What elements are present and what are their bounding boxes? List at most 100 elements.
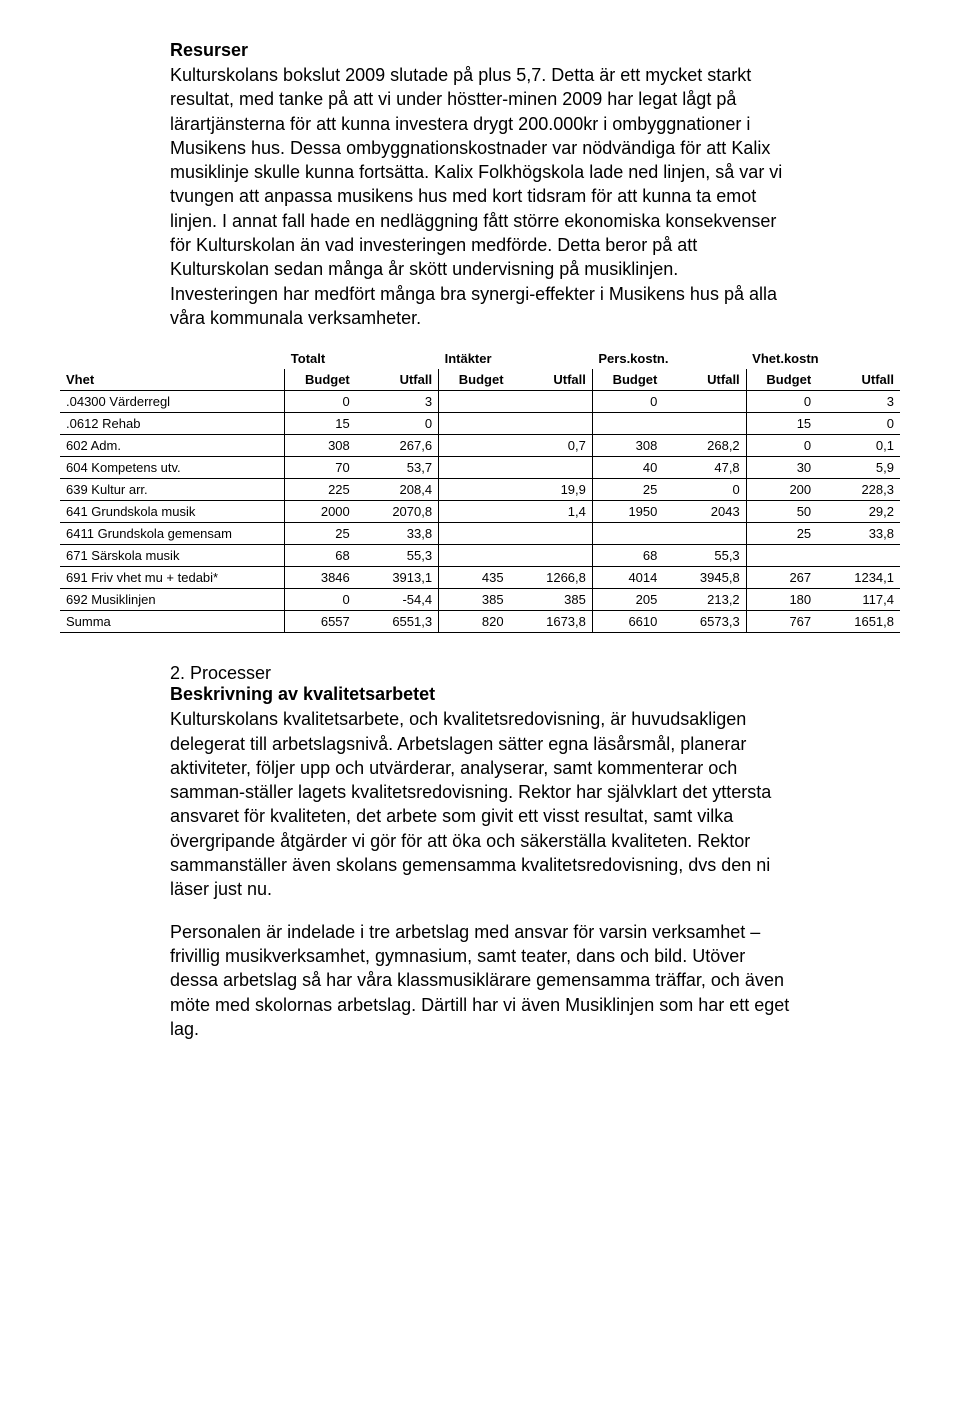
row-label: 692 Musiklinjen xyxy=(60,589,285,611)
cell: 2070,8 xyxy=(356,501,439,523)
cell: 25 xyxy=(285,523,356,545)
cell xyxy=(663,523,746,545)
cell: 0 xyxy=(746,435,817,457)
table-row: .0612 Rehab150150 xyxy=(60,413,900,435)
cell xyxy=(439,391,510,413)
cell: 70 xyxy=(285,457,356,479)
row-header-vhet: Vhet xyxy=(60,369,285,391)
cell: 308 xyxy=(285,435,356,457)
cell: 0 xyxy=(285,589,356,611)
row-label: 671 Särskola musik xyxy=(60,545,285,567)
cell: 15 xyxy=(746,413,817,435)
cell xyxy=(746,545,817,567)
cell: 117,4 xyxy=(817,589,900,611)
cell: 6573,3 xyxy=(663,611,746,633)
table-row: Summa65576551,38201673,866106573,3767165… xyxy=(60,611,900,633)
cell: 33,8 xyxy=(356,523,439,545)
row-label: 602 Adm. xyxy=(60,435,285,457)
cell: 3846 xyxy=(285,567,356,589)
cell: 267,6 xyxy=(356,435,439,457)
cell: 225 xyxy=(285,479,356,501)
processes-subtitle: Beskrivning av kvalitetsarbetet xyxy=(170,684,900,705)
group-header-perskostn: Pers.kostn. xyxy=(592,348,746,369)
cell: 5,9 xyxy=(817,457,900,479)
cell: 55,3 xyxy=(663,545,746,567)
cell: -54,4 xyxy=(356,589,439,611)
cell: 1651,8 xyxy=(817,611,900,633)
sub-header: Budget xyxy=(285,369,356,391)
cell xyxy=(663,391,746,413)
row-label: .0612 Rehab xyxy=(60,413,285,435)
budget-table: Totalt Intäkter Pers.kostn. Vhet.kostn V… xyxy=(60,348,900,633)
cell: 200 xyxy=(746,479,817,501)
cell xyxy=(439,479,510,501)
cell: 47,8 xyxy=(663,457,746,479)
cell: 0 xyxy=(663,479,746,501)
cell: 435 xyxy=(439,567,510,589)
cell: 228,3 xyxy=(817,479,900,501)
table-group-header-row: Totalt Intäkter Pers.kostn. Vhet.kostn xyxy=(60,348,900,369)
group-header-totalt: Totalt xyxy=(285,348,439,369)
cell: 55,3 xyxy=(356,545,439,567)
sub-header: Budget xyxy=(592,369,663,391)
cell: 68 xyxy=(285,545,356,567)
cell xyxy=(817,545,900,567)
cell: 2000 xyxy=(285,501,356,523)
row-label: .04300 Värderregl xyxy=(60,391,285,413)
table-row: 604 Kompetens utv.7053,74047,8305,9 xyxy=(60,457,900,479)
cell: 53,7 xyxy=(356,457,439,479)
cell: 1,4 xyxy=(510,501,593,523)
cell: 0 xyxy=(817,413,900,435)
table-row: 639 Kultur arr.225208,419,9250200228,3 xyxy=(60,479,900,501)
processes-p1: Kulturskolans kvalitetsarbete, och kvali… xyxy=(170,707,790,901)
cell: 1266,8 xyxy=(510,567,593,589)
cell: 25 xyxy=(592,479,663,501)
cell: 0,7 xyxy=(510,435,593,457)
cell: 268,2 xyxy=(663,435,746,457)
cell xyxy=(510,391,593,413)
cell xyxy=(510,545,593,567)
table-row: 602 Adm.308267,60,7308268,200,1 xyxy=(60,435,900,457)
cell: 3913,1 xyxy=(356,567,439,589)
processes-p2: Personalen är indelade i tre arbetslag m… xyxy=(170,920,790,1041)
processes-number: 2. Processer xyxy=(170,663,900,684)
row-label: 641 Grundskola musik xyxy=(60,501,285,523)
cell: 3 xyxy=(817,391,900,413)
row-label: 639 Kultur arr. xyxy=(60,479,285,501)
cell: 820 xyxy=(439,611,510,633)
sub-header: Budget xyxy=(439,369,510,391)
cell xyxy=(439,523,510,545)
sub-header: Utfall xyxy=(663,369,746,391)
cell xyxy=(510,457,593,479)
table-sub-header-row: Vhet Budget Utfall Budget Utfall Budget … xyxy=(60,369,900,391)
cell: 6551,3 xyxy=(356,611,439,633)
cell: 1673,8 xyxy=(510,611,593,633)
cell: 180 xyxy=(746,589,817,611)
cell: 4014 xyxy=(592,567,663,589)
cell: 308 xyxy=(592,435,663,457)
cell: 29,2 xyxy=(817,501,900,523)
cell: 385 xyxy=(510,589,593,611)
row-label: 691 Friv vhet mu + tedabi* xyxy=(60,567,285,589)
cell: 0 xyxy=(356,413,439,435)
table-row: 671 Särskola musik6855,36855,3 xyxy=(60,545,900,567)
cell xyxy=(439,501,510,523)
group-header-vhetkostn: Vhet.kostn xyxy=(746,348,900,369)
group-header-intakter: Intäkter xyxy=(439,348,593,369)
cell: 208,4 xyxy=(356,479,439,501)
cell: 0 xyxy=(285,391,356,413)
cell: 30 xyxy=(746,457,817,479)
cell: 0 xyxy=(592,391,663,413)
row-label: Summa xyxy=(60,611,285,633)
cell xyxy=(510,523,593,545)
table-row: 692 Musiklinjen0-54,4385385205213,218011… xyxy=(60,589,900,611)
cell: 205 xyxy=(592,589,663,611)
cell: 3 xyxy=(356,391,439,413)
cell: 1950 xyxy=(592,501,663,523)
cell: 3945,8 xyxy=(663,567,746,589)
cell: 6557 xyxy=(285,611,356,633)
resources-heading: Resurser xyxy=(170,40,900,61)
cell: 25 xyxy=(746,523,817,545)
row-label: 604 Kompetens utv. xyxy=(60,457,285,479)
cell: 767 xyxy=(746,611,817,633)
